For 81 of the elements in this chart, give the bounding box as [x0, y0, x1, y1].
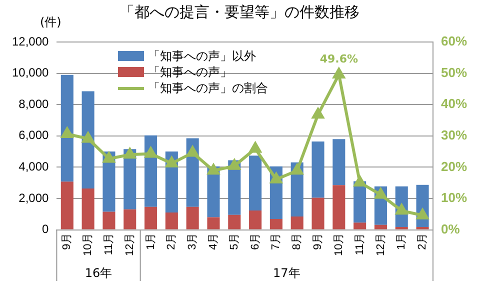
- point: [354, 176, 366, 187]
- point: [333, 68, 345, 79]
- point: [82, 132, 94, 143]
- bar: [228, 214, 241, 230]
- x-tick-label: 3月: [186, 232, 199, 250]
- y-tick-label: 4,000: [18, 159, 50, 174]
- point: [124, 148, 136, 159]
- text: 17年: [273, 266, 300, 280]
- bar: [60, 182, 74, 230]
- bar: [416, 226, 429, 230]
- y2-tick-label: 20%: [440, 158, 468, 174]
- point: [270, 172, 282, 184]
- y2-tick-label: 30%: [440, 127, 468, 142]
- point: [291, 164, 303, 175]
- bar: [82, 91, 94, 188]
- legend-label: 「知事への声」以外: [147, 48, 257, 64]
- bar: [124, 209, 136, 230]
- y2-tick-label: 60%: [440, 34, 468, 49]
- y-tick-label: 2,000: [18, 190, 50, 205]
- x-tick-label: 11月: [354, 232, 366, 256]
- bar: [249, 156, 262, 211]
- x-tick-label: 1月: [144, 232, 157, 250]
- point: [228, 159, 240, 170]
- y2-tick-label: 50%: [440, 64, 468, 80]
- bar: [312, 198, 324, 230]
- point: [249, 142, 262, 153]
- x-tick-label: 9月: [312, 232, 324, 250]
- bar: [354, 222, 366, 230]
- y-tick-label: 12,000: [12, 34, 50, 48]
- y2-tick-label: 40%: [440, 96, 468, 112]
- point: [208, 164, 220, 175]
- point: [312, 108, 324, 119]
- bar: [102, 212, 116, 230]
- x-tick-label: 11月: [102, 232, 115, 256]
- x-tick-label: 10月: [332, 232, 345, 256]
- x-tick-label: 9月: [61, 232, 74, 250]
- x-tick-label: 4月: [208, 232, 220, 250]
- point: [166, 156, 178, 168]
- text: 16年: [84, 266, 112, 280]
- bar: [332, 139, 346, 186]
- bar: [144, 135, 158, 207]
- y2-tick-label: 10%: [440, 190, 468, 206]
- y-axis-title: (件): [40, 14, 62, 31]
- bar: [249, 210, 262, 230]
- legend-label: 「知事への声」: [147, 64, 233, 80]
- x-tick-label: 7月: [270, 232, 282, 250]
- chart-title: 「都への提言・要望等」の件数推移: [120, 2, 360, 21]
- y-tick-label: 8,000: [18, 96, 50, 111]
- point: [61, 128, 73, 138]
- bar: [186, 206, 199, 230]
- data-label: 49.6%: [320, 52, 358, 66]
- bar: [60, 74, 74, 182]
- point: [144, 147, 157, 158]
- bar: [207, 217, 220, 230]
- bar: [312, 142, 324, 198]
- y2-tick-label: 0%: [440, 221, 460, 236]
- bar: [290, 216, 304, 230]
- point: [416, 208, 428, 220]
- point: [374, 188, 387, 199]
- x-tick-label: 12月: [374, 232, 387, 256]
- bar: [165, 212, 178, 230]
- point: [186, 146, 198, 157]
- bar: [332, 185, 346, 230]
- legend-label: 「知事への声」の割合: [147, 80, 268, 96]
- x-tick-label: 2月: [416, 232, 429, 250]
- y-tick-label: 6,000: [18, 128, 50, 142]
- x-tick-label: 5月: [228, 232, 240, 250]
- x-tick-label: 10月: [82, 232, 94, 256]
- bar: [374, 224, 387, 230]
- x-tick-label: 1月: [396, 232, 408, 250]
- y-tick-label: 0: [42, 222, 50, 236]
- bar: [82, 188, 94, 230]
- x-tick-label: 2月: [166, 232, 178, 250]
- x-tick-label: 12月: [124, 232, 136, 256]
- point: [103, 152, 115, 163]
- x-tick-label: 8月: [291, 232, 304, 250]
- bar: [270, 218, 282, 230]
- bar: [395, 226, 408, 230]
- y-tick-label: 10,000: [12, 66, 50, 80]
- x-tick-label: 6月: [249, 232, 262, 250]
- bar: [144, 206, 158, 230]
